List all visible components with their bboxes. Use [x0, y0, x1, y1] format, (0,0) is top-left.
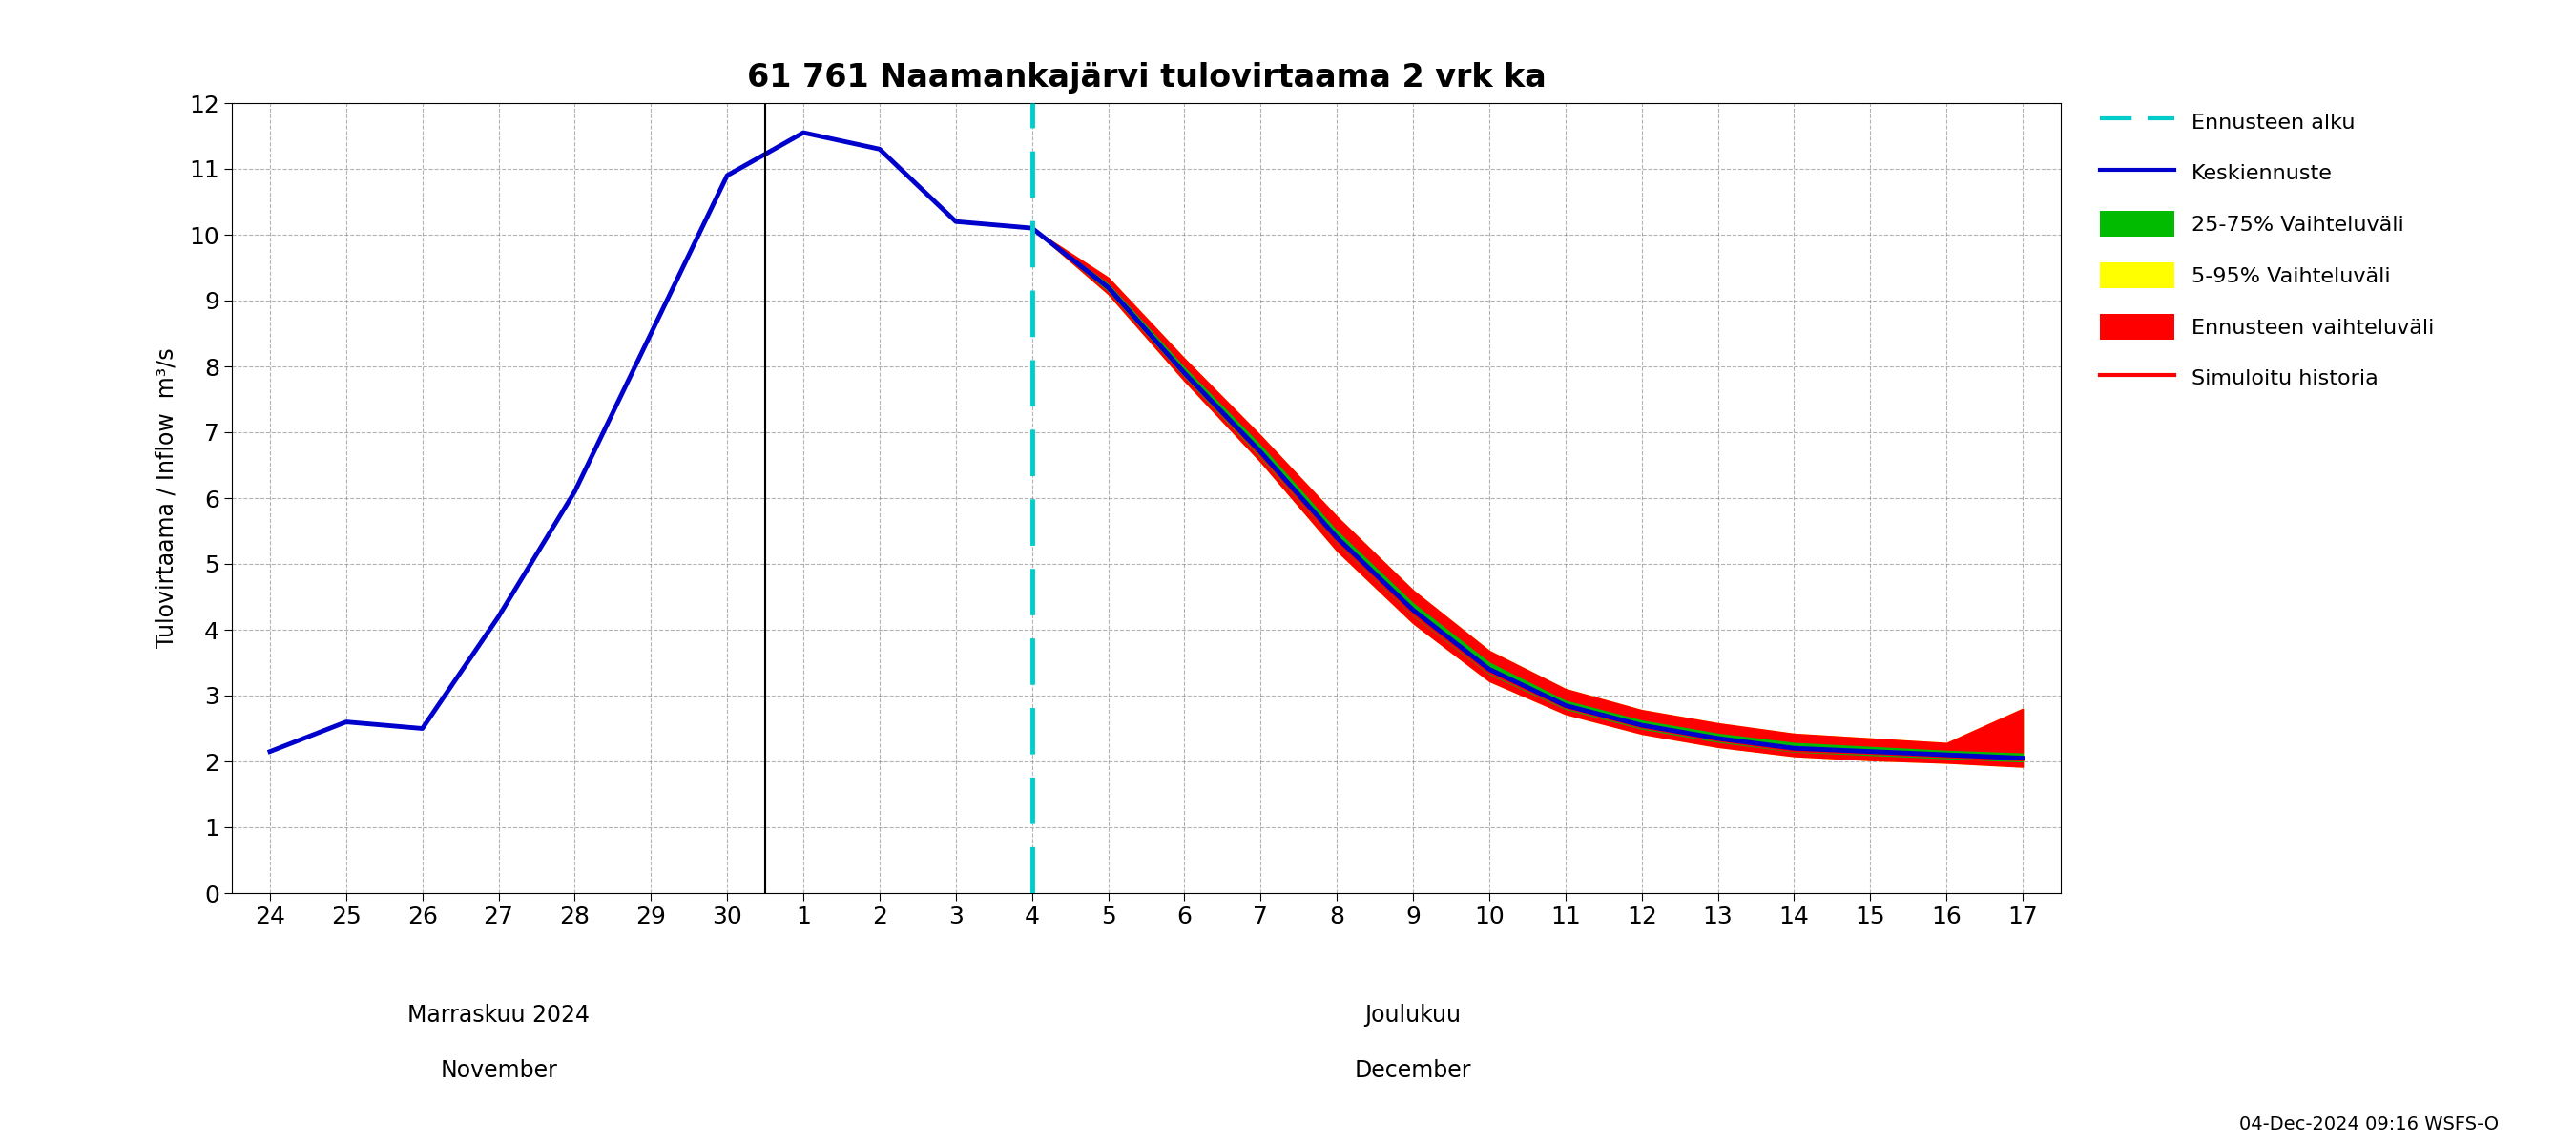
- Text: Marraskuu 2024: Marraskuu 2024: [407, 1004, 590, 1027]
- Legend: Ennusteen alku, Keskiennuste, 25-75% Vaihteluväli, 5-95% Vaihteluväli, Ennusteen: Ennusteen alku, Keskiennuste, 25-75% Vai…: [2089, 97, 2445, 402]
- Y-axis label: Tulovirtaama / Inflow  m³/s: Tulovirtaama / Inflow m³/s: [155, 348, 178, 648]
- Text: November: November: [440, 1059, 556, 1082]
- Text: Joulukuu: Joulukuu: [1365, 1004, 1461, 1027]
- Text: December: December: [1355, 1059, 1471, 1082]
- Title: 61 761 Naamankajärvi tulovirtaama 2 vrk ka: 61 761 Naamankajärvi tulovirtaama 2 vrk …: [747, 62, 1546, 94]
- Text: 04-Dec-2024 09:16 WSFS-O: 04-Dec-2024 09:16 WSFS-O: [2239, 1115, 2499, 1134]
